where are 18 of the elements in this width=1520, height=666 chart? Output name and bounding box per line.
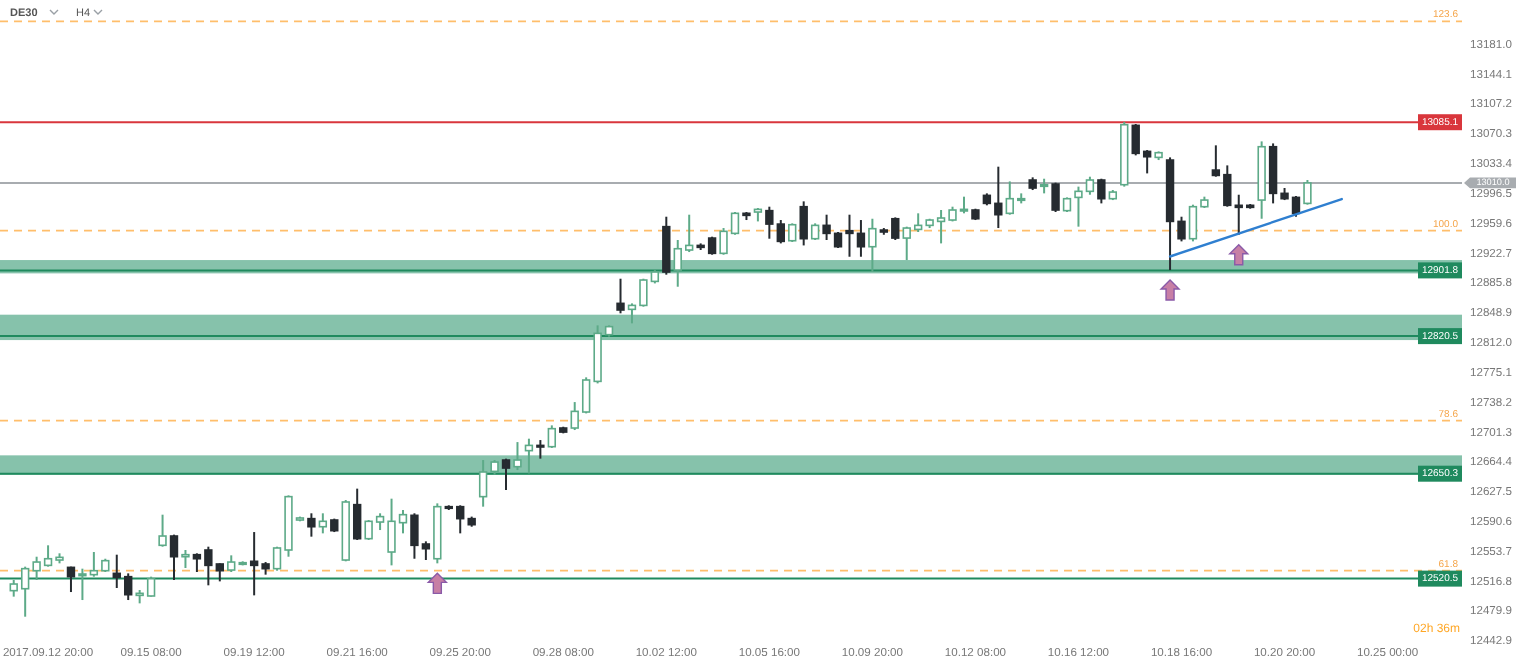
candlestick: [616, 277, 625, 315]
candlestick: [868, 217, 877, 274]
candlestick: [662, 215, 671, 276]
candlestick: [547, 424, 557, 449]
candlestick: [307, 512, 316, 538]
candlestick: [536, 439, 545, 460]
candlestick: [1303, 179, 1312, 206]
candlestick: [169, 533, 179, 581]
candlestick: [799, 200, 808, 247]
candlestick: [501, 457, 511, 492]
candlestick: [352, 487, 362, 541]
candlestick: [318, 512, 328, 535]
candlestick: [181, 549, 190, 570]
candlestick: [158, 513, 167, 548]
candlestick: [1051, 181, 1060, 214]
candlestick: [1097, 177, 1106, 205]
candlestick: [513, 441, 522, 472]
candlestick: [66, 565, 76, 594]
